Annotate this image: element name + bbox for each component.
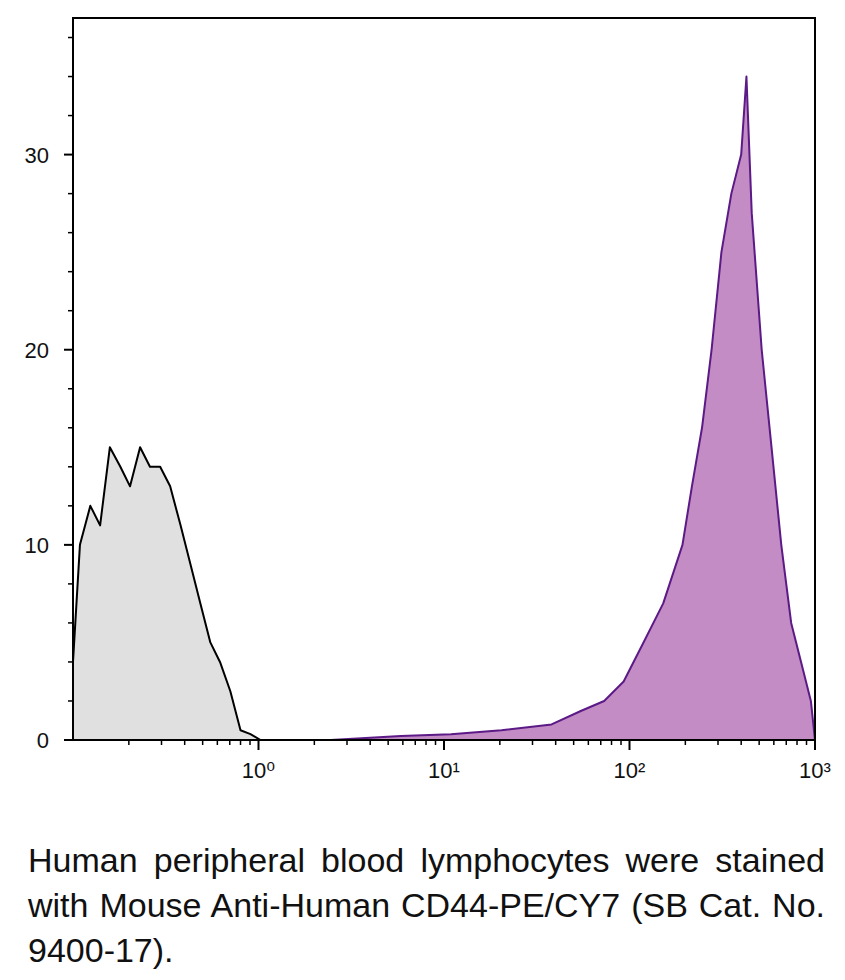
x-minor-tick [499,740,501,745]
x-minor-tick [161,740,163,745]
y-tick-label: 10 [25,533,49,558]
y-minor-tick [68,661,73,663]
x-minor-tick [588,740,590,745]
x-minor-tick [217,740,219,745]
x-minor-tick [415,740,417,745]
y-tick-label: 0 [37,728,49,753]
x-minor-tick [620,740,622,745]
x-minor-tick [758,740,760,745]
x-minor-tick [435,740,437,745]
x-minor-tick [402,740,404,745]
x-minor-tick [611,740,613,745]
x-tick [814,740,816,750]
y-tick [64,349,73,351]
y-tick-label: 30 [25,143,49,168]
x-minor-tick [184,740,186,745]
x-minor-tick [806,740,808,745]
y-minor-tick [68,427,73,429]
plot-frame [73,18,815,740]
x-minor-tick [773,740,775,745]
y-tick-label: 20 [25,338,49,363]
x-minor-tick [786,740,788,745]
x-minor-tick [240,740,242,745]
x-tick-label: 10² [614,758,646,783]
x-minor-tick [532,740,534,745]
series-line [331,77,815,740]
x-minor-tick [573,740,575,745]
x-tick-label: 10⁰ [242,758,275,783]
y-minor-tick [68,115,73,117]
x-minor-tick [229,740,231,745]
x-minor-tick [717,740,719,745]
x-minor-tick [685,740,687,745]
y-minor-tick [68,37,73,39]
x-minor-tick [740,740,742,745]
x-tick [258,740,260,750]
x-minor-tick [600,740,602,745]
x-minor-tick [555,740,557,745]
series-area [73,447,260,740]
x-tick-label: 10¹ [428,758,460,783]
y-tick [64,154,73,156]
y-minor-tick [68,388,73,390]
series-line [73,447,260,740]
x-minor-tick [202,740,204,745]
y-minor-tick [68,505,73,507]
y-tick [64,544,73,546]
x-minor-tick [249,740,251,745]
chart: 0 10 20 30 10⁰ 10¹ 10² 10³ [0,0,845,830]
series-area [331,77,815,740]
x-minor-tick [369,740,371,745]
x-minor-tick [314,740,316,745]
x-tick-label: 10³ [799,758,831,783]
x-minor-tick [425,740,427,745]
x-minor-tick [387,740,389,745]
plot-area [73,77,815,740]
y-minor-tick [68,466,73,468]
x-minor-tick [796,740,798,745]
y-minor-tick [68,76,73,78]
x-tick [629,740,631,750]
y-minor-tick [68,700,73,702]
x-minor-tick [128,740,130,745]
y-tick [64,739,73,741]
y-minor-tick [68,271,73,273]
y-minor-tick [68,583,73,585]
y-minor-tick [68,232,73,234]
caption: Human peripheral blood lymphocytes were … [28,838,825,973]
y-minor-tick [68,310,73,312]
x-tick [443,740,445,750]
x-minor-tick [346,740,348,745]
y-minor-tick [68,622,73,624]
y-minor-tick [68,193,73,195]
